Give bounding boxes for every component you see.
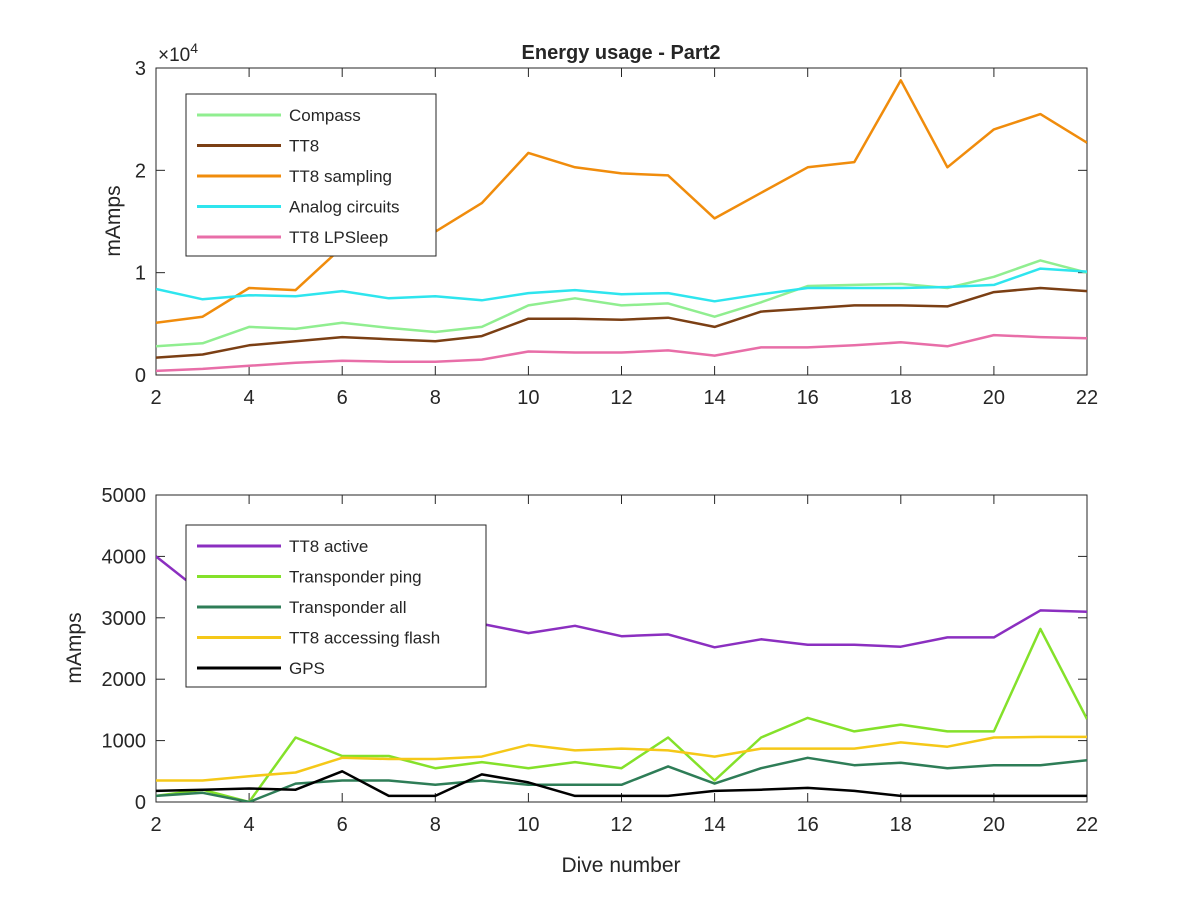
legend-label-tt8-accessing-flash: TT8 accessing flash (289, 629, 440, 648)
plot-top-title: Energy usage - Part2 (522, 42, 721, 64)
plot-bottom-x-tick-label: 22 (1076, 814, 1098, 836)
plot-bottom-x-axis-label: Dive number (561, 854, 680, 877)
legend-label-transponder-ping: Transponder ping (289, 568, 422, 587)
plot-bottom-y-tick-label: 4000 (102, 546, 147, 568)
plot-top-y-tick-label: 1 (135, 263, 146, 285)
plot-bottom: Dive number mAmps 2 4 6 8 10 12 14 16 18 20 22 0 100… (63, 485, 1098, 877)
legend-label-tt8: TT8 (289, 137, 319, 156)
plot-top-y-multiplier-exponent: 4 (190, 40, 198, 56)
plot-top-y-tick-label: 0 (135, 365, 146, 387)
series-line-tt8-sampling (156, 79, 1087, 325)
plot-top-x-tick-label: 16 (797, 387, 819, 409)
plot-top-y-axis-label: mAmps (102, 185, 125, 256)
legend-label-tt8-lpsleep: TT8 LPSleep (289, 228, 388, 247)
series-line-tt8 (156, 286, 1087, 359)
legend-label-tt8-active: TT8 active (289, 537, 368, 556)
plot-top-x-tick-label: 12 (610, 387, 632, 409)
plot-bottom-x-tick-label: 14 (703, 814, 725, 836)
plot-bottom-x-tick-label: 4 (244, 814, 255, 836)
plot-top-series-lines (156, 79, 1087, 373)
legend-label-gps: GPS (289, 659, 325, 678)
legend-label-analog-circuits: Analog circuits (289, 198, 400, 217)
plot-top-x-tick-label: 6 (337, 387, 348, 409)
plot-top-x-tick-label: 20 (983, 387, 1005, 409)
plot-top-y-tick-label: 3 (135, 58, 146, 80)
legend-label-transponder-all: Transponder all (289, 598, 407, 617)
series-line-analog-circuits (156, 267, 1087, 303)
plot-bottom-x-tick-label: 16 (797, 814, 819, 836)
legend-label-tt8-sampling: TT8 sampling (289, 167, 392, 186)
plot-top-y-tick-label: 2 (135, 160, 146, 182)
plot-top-x-tick-label: 18 (890, 387, 912, 409)
plot-top-y-multiplier-base: ×10 (158, 45, 190, 66)
plot-bottom-y-tick-label: 0 (135, 792, 146, 814)
plot-bottom-x-tick-label: 18 (890, 814, 912, 836)
plot-top: Energy usage - Part2 mAmps ×104 2 4 6 8 10 12… (102, 40, 1098, 409)
plot-top-y-multiplier: ×104 (158, 40, 198, 66)
plot-bottom-x-tick-label: 8 (430, 814, 441, 836)
plot-top-x-tick-label: 22 (1076, 387, 1098, 409)
series-line-transponder-ping (156, 627, 1087, 802)
series-line-gps (156, 770, 1087, 798)
plot-bottom-x-tick-label: 12 (610, 814, 632, 836)
plot-bottom-ticks: 2 4 6 8 10 12 14 16 18 20 22 0 1000 2000 3000 4000 5000 (102, 485, 1099, 836)
plot-bottom-x-tick-label: 6 (337, 814, 348, 836)
plot-bottom-x-tick-label: 10 (517, 814, 539, 836)
plot-bottom-y-tick-label: 1000 (102, 731, 147, 753)
plot-top-x-tick-label: 8 (430, 387, 441, 409)
series-line-tt8-accessing-flash (156, 735, 1087, 782)
series-line-tt8-lpsleep (156, 333, 1087, 373)
plot-top-x-tick-label: 2 (150, 387, 161, 409)
plot-top-x-tick-label: 14 (703, 387, 725, 409)
plot-top-x-tick-label: 4 (244, 387, 255, 409)
plot-bottom-y-tick-label: 2000 (102, 669, 147, 691)
plot-bottom-legend: TT8 active Transponder ping Transponder al… (185, 524, 487, 688)
plot-bottom-y-tick-label: 5000 (102, 485, 147, 507)
plot-bottom-y-tick-label: 3000 (102, 608, 147, 630)
plot-top-legend: Compass TT8 TT8 sampling Analog circuits TT8… (185, 93, 437, 257)
legend-label-compass: Compass (289, 106, 361, 125)
plot-top-x-tick-label: 10 (517, 387, 539, 409)
plot-bottom-x-tick-label: 20 (983, 814, 1005, 836)
plot-bottom-x-tick-label: 2 (150, 814, 161, 836)
plot-bottom-y-axis-label: mAmps (63, 612, 86, 683)
